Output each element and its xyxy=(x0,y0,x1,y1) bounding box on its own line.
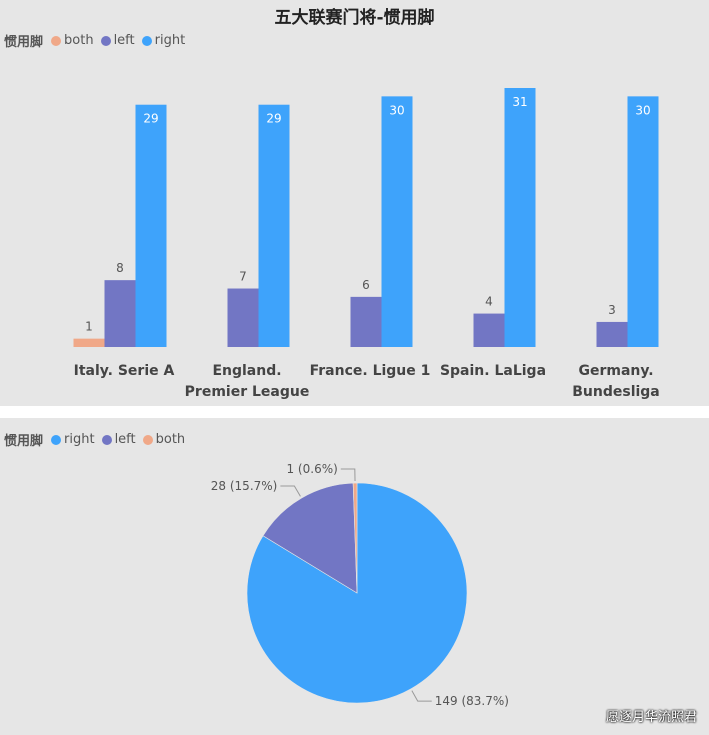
legend-dot xyxy=(142,434,153,445)
bar-legend: 惯用脚 both left right xyxy=(4,31,188,50)
slice-label: 1 (0.6%) xyxy=(286,462,337,476)
data-label: 30 xyxy=(389,103,404,117)
bar-left[interactable] xyxy=(227,288,259,347)
pie-chart-panel: 惯用脚 right left both 149 (83.7%) 28 (15.7%… xyxy=(0,418,709,735)
legend-item-both[interactable]: both xyxy=(142,432,186,447)
legend-dot xyxy=(51,35,62,46)
pie-legend: 惯用脚 right left both xyxy=(4,430,188,449)
watermark: 愿逐月华流照君 xyxy=(605,710,697,725)
legend-dot xyxy=(100,35,111,46)
bar-left[interactable] xyxy=(104,280,136,347)
category-label: Italy. Serie A xyxy=(74,363,175,379)
legend-item-left[interactable]: left xyxy=(101,432,136,447)
bar-legend-title: 惯用脚 xyxy=(4,35,44,50)
bar-left[interactable] xyxy=(596,321,628,347)
data-label: 8 xyxy=(116,261,124,275)
category-label: Bundesliga xyxy=(572,384,660,400)
legend-label: right xyxy=(64,432,95,447)
legend-label: right xyxy=(154,33,186,48)
legend-dot xyxy=(141,35,152,46)
bar-left[interactable] xyxy=(473,313,505,347)
slice-label: 149 (83.7%) xyxy=(435,694,509,708)
data-label: 3 xyxy=(608,303,616,317)
bar-right[interactable] xyxy=(381,96,413,348)
leader-line xyxy=(411,690,432,702)
pie-slice-both[interactable] xyxy=(352,482,358,594)
data-label: 7 xyxy=(239,270,247,284)
legend-item-left[interactable]: left xyxy=(100,33,135,48)
pie-legend-title: 惯用脚 xyxy=(4,434,44,449)
bar-chart-panel: 五大联赛门将-惯用脚 惯用脚 both left right 1 8 29 Italy… xyxy=(0,0,709,406)
data-label: 30 xyxy=(635,103,650,117)
bar-chart-plot: 1 8 29 Italy. Serie A 7 29 England. Premier Lea… xyxy=(73,88,660,400)
category-label: England. xyxy=(212,363,281,379)
leader-line xyxy=(340,468,356,482)
bar-right[interactable] xyxy=(504,88,536,347)
legend-dot xyxy=(51,434,62,445)
bar-both[interactable] xyxy=(73,338,105,347)
bar-right[interactable] xyxy=(258,104,290,347)
leader-line xyxy=(280,485,301,497)
data-label: 29 xyxy=(266,112,281,126)
legend-item-right[interactable]: right xyxy=(141,33,186,48)
category-label: Premier League xyxy=(185,384,310,400)
chart-title: 五大联赛门将-惯用脚 xyxy=(274,8,435,28)
legend-item-right[interactable]: right xyxy=(51,432,95,447)
data-label: 31 xyxy=(512,95,527,109)
legend-label: both xyxy=(64,33,94,48)
legend-item-both[interactable]: both xyxy=(51,33,94,48)
bar-right[interactable] xyxy=(627,96,659,348)
legend-dot xyxy=(101,434,112,445)
category-label: Spain. LaLiga xyxy=(440,363,546,379)
legend-label: both xyxy=(155,432,186,447)
bar-right[interactable] xyxy=(135,104,167,347)
data-label: 6 xyxy=(362,278,370,292)
pie-chart-plot: 149 (83.7%) 28 (15.7%) 1 (0.6%) xyxy=(211,462,509,708)
slice-label: 28 (15.7%) xyxy=(211,479,278,493)
category-label: Germany. xyxy=(578,363,653,379)
bar-left[interactable] xyxy=(350,296,382,347)
data-label: 29 xyxy=(143,112,158,126)
legend-label: left xyxy=(113,33,135,48)
data-label: 1 xyxy=(85,320,93,334)
pie-slice-left[interactable] xyxy=(262,482,358,594)
legend-label: left xyxy=(114,432,136,447)
category-label: France. Ligue 1 xyxy=(310,363,431,379)
data-label: 4 xyxy=(485,295,493,309)
